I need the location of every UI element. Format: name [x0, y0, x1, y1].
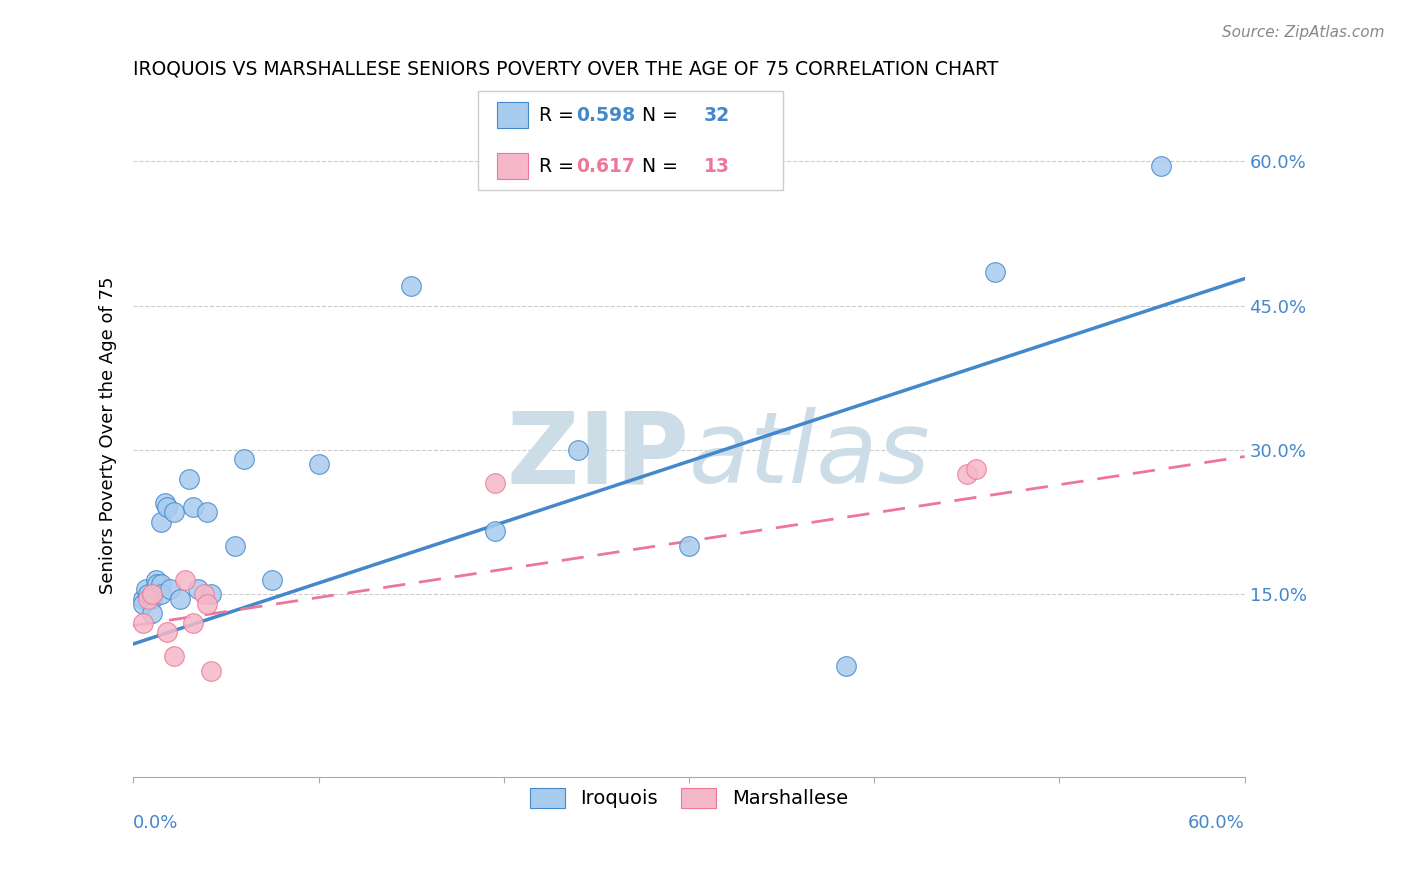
Text: Source: ZipAtlas.com: Source: ZipAtlas.com — [1222, 25, 1385, 40]
Point — [135, 582, 157, 596]
Text: N =: N = — [630, 157, 683, 176]
Point — [174, 573, 197, 587]
Point — [187, 582, 209, 596]
Point — [136, 591, 159, 606]
Point — [983, 265, 1005, 279]
Point — [1150, 159, 1173, 173]
Point — [965, 462, 987, 476]
Point — [399, 279, 422, 293]
Text: R =: R = — [538, 157, 579, 176]
FancyBboxPatch shape — [496, 103, 527, 128]
Point — [197, 597, 219, 611]
Legend: Iroquois, Marshallese: Iroquois, Marshallese — [520, 778, 858, 818]
Text: 0.617: 0.617 — [575, 157, 634, 176]
Text: IROQUOIS VS MARSHALLESE SENIORS POVERTY OVER THE AGE OF 75 CORRELATION CHART: IROQUOIS VS MARSHALLESE SENIORS POVERTY … — [134, 60, 998, 78]
Point — [197, 505, 219, 519]
Point — [159, 582, 181, 596]
Text: ZIP: ZIP — [506, 408, 689, 504]
Y-axis label: Seniors Poverty Over the Age of 75: Seniors Poverty Over the Age of 75 — [100, 277, 117, 594]
Point — [177, 472, 200, 486]
Point — [484, 524, 506, 539]
Text: 13: 13 — [703, 157, 730, 176]
Text: 0.0%: 0.0% — [134, 814, 179, 832]
Point — [835, 659, 858, 673]
Point — [308, 457, 330, 471]
Point — [136, 587, 159, 601]
Point — [156, 625, 179, 640]
Text: 60.0%: 60.0% — [1188, 814, 1244, 832]
Point — [145, 573, 167, 587]
Point — [146, 577, 169, 591]
Point — [233, 452, 256, 467]
Point — [484, 476, 506, 491]
Point — [141, 606, 163, 620]
Point — [150, 587, 173, 601]
Point — [163, 505, 186, 519]
Text: 32: 32 — [703, 106, 730, 125]
Point — [156, 500, 179, 515]
Point — [131, 615, 153, 630]
Text: N =: N = — [630, 106, 683, 125]
Point — [150, 577, 173, 591]
Point — [141, 587, 163, 601]
Text: atlas: atlas — [689, 408, 931, 504]
Point — [200, 664, 222, 678]
FancyBboxPatch shape — [478, 91, 783, 190]
Point — [153, 495, 176, 509]
Point — [567, 442, 589, 457]
Point — [678, 539, 700, 553]
Text: R =: R = — [538, 106, 579, 125]
Point — [131, 591, 153, 606]
Point — [131, 597, 153, 611]
Point — [169, 591, 191, 606]
Point — [181, 615, 204, 630]
Point — [163, 649, 186, 664]
Point — [262, 573, 284, 587]
Point — [181, 500, 204, 515]
Point — [200, 587, 222, 601]
Point — [193, 587, 215, 601]
Point — [224, 539, 246, 553]
Text: 0.598: 0.598 — [575, 106, 634, 125]
Point — [141, 591, 163, 606]
FancyBboxPatch shape — [496, 153, 527, 179]
Point — [956, 467, 979, 481]
Point — [150, 515, 173, 529]
